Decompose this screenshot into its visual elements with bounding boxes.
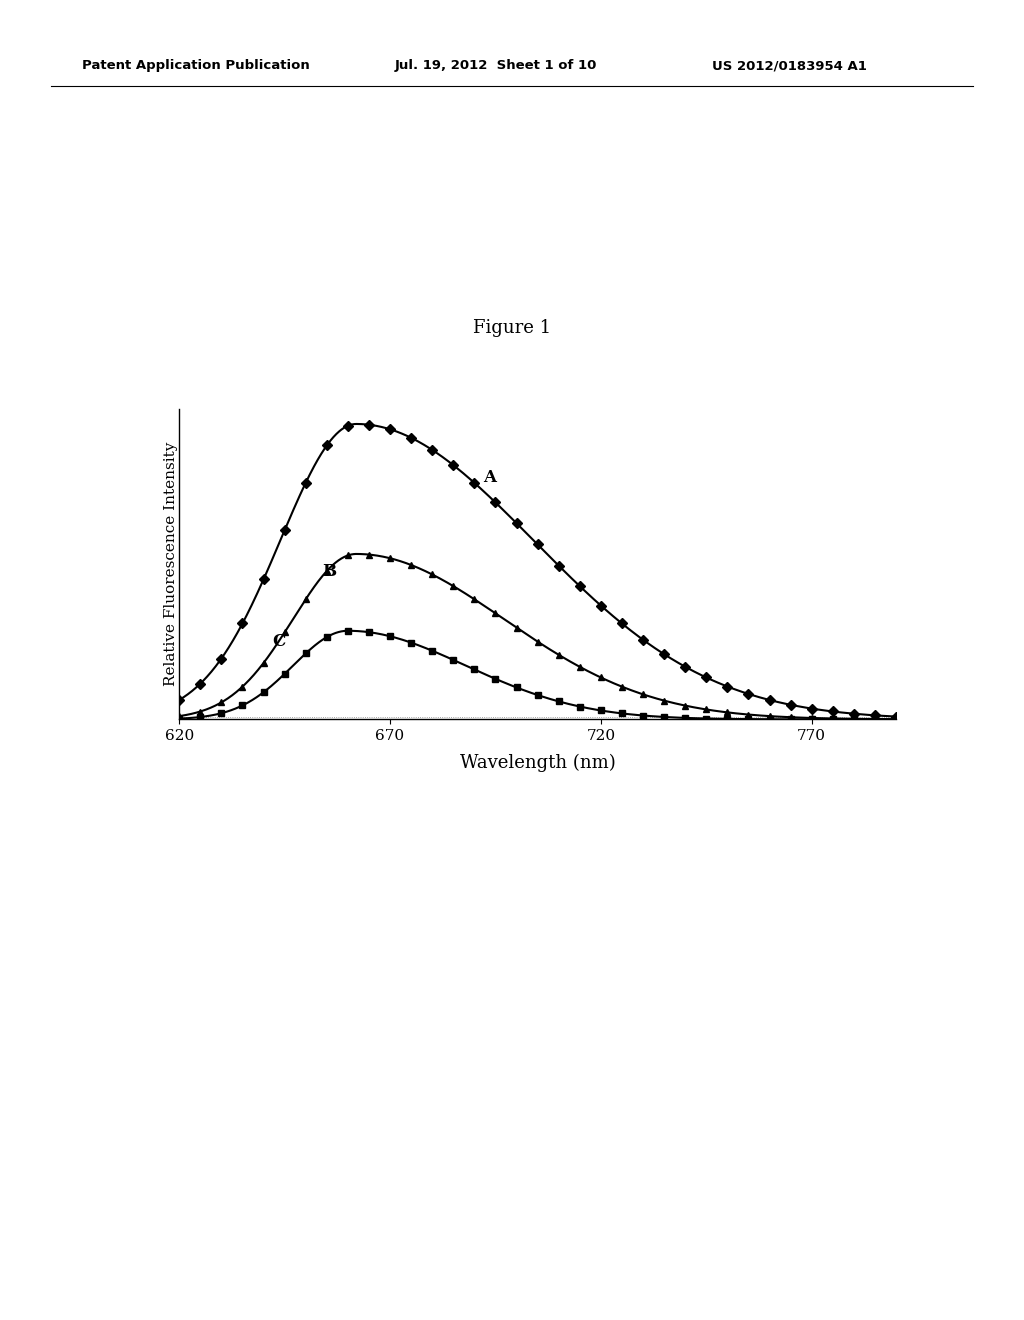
- X-axis label: Wavelength (nm): Wavelength (nm): [460, 754, 615, 772]
- Text: US 2012/0183954 A1: US 2012/0183954 A1: [712, 59, 866, 73]
- Text: B: B: [323, 564, 337, 581]
- Text: Patent Application Publication: Patent Application Publication: [82, 59, 309, 73]
- Text: A: A: [482, 469, 496, 486]
- Text: Figure 1: Figure 1: [473, 318, 551, 337]
- Text: C: C: [272, 632, 286, 649]
- Y-axis label: Relative Fluorescence Intensity: Relative Fluorescence Intensity: [164, 442, 178, 686]
- Text: Jul. 19, 2012  Sheet 1 of 10: Jul. 19, 2012 Sheet 1 of 10: [394, 59, 597, 73]
